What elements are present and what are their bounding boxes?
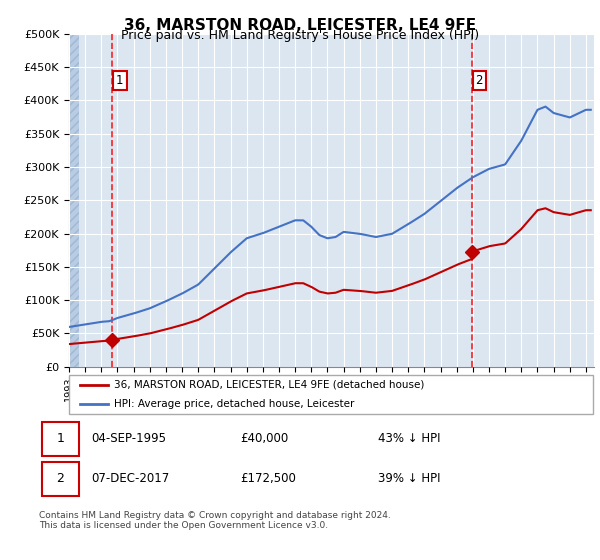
Text: 36, MARSTON ROAD, LEICESTER, LE4 9FE (detached house): 36, MARSTON ROAD, LEICESTER, LE4 9FE (de… [113,380,424,390]
Text: 36, MARSTON ROAD, LEICESTER, LE4 9FE: 36, MARSTON ROAD, LEICESTER, LE4 9FE [124,18,476,33]
FancyBboxPatch shape [41,422,79,456]
Text: 07-DEC-2017: 07-DEC-2017 [91,472,169,485]
Text: £40,000: £40,000 [240,432,289,445]
Text: 39% ↓ HPI: 39% ↓ HPI [378,472,441,485]
FancyBboxPatch shape [41,461,79,496]
Text: 2: 2 [56,472,64,485]
Bar [69,34,79,367]
Text: 43% ↓ HPI: 43% ↓ HPI [378,432,441,445]
Text: 1: 1 [56,432,64,445]
Text: HPI: Average price, detached house, Leicester: HPI: Average price, detached house, Leic… [113,399,354,409]
Text: 04-SEP-1995: 04-SEP-1995 [91,432,166,445]
Text: Price paid vs. HM Land Registry's House Price Index (HPI): Price paid vs. HM Land Registry's House … [121,29,479,42]
Text: 1: 1 [116,74,124,87]
Text: £172,500: £172,500 [240,472,296,485]
Text: Contains HM Land Registry data © Crown copyright and database right 2024.
This d: Contains HM Land Registry data © Crown c… [39,511,391,530]
FancyBboxPatch shape [69,375,593,414]
Text: 2: 2 [476,74,483,87]
